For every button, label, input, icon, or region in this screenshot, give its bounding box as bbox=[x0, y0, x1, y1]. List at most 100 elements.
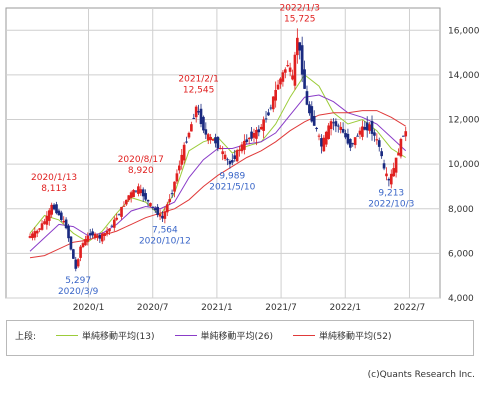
x-tick-label: 2020/1 bbox=[73, 303, 105, 313]
y-axis-ticks: 16,000 14,000 12,000 10,000 8,000 6,000 4,000 bbox=[448, 26, 480, 304]
candle-body bbox=[250, 131, 253, 139]
candle-body bbox=[137, 186, 140, 194]
candle-body bbox=[211, 139, 215, 141]
candle-body bbox=[361, 126, 364, 137]
y-tick-label: 14,000 bbox=[448, 71, 480, 81]
candle-body bbox=[238, 149, 241, 151]
candlesticks bbox=[28, 28, 408, 272]
candle-body bbox=[245, 139, 249, 142]
candle-body bbox=[180, 154, 184, 165]
candle-body bbox=[108, 228, 111, 232]
candle-body bbox=[192, 117, 196, 119]
candle-body bbox=[47, 210, 51, 221]
legend-label-ma52: 単純移動平均(52) bbox=[319, 332, 392, 342]
candle-body bbox=[76, 259, 80, 267]
high-annotation: 2021/2/1 bbox=[178, 74, 218, 84]
candle-body bbox=[175, 173, 179, 182]
stock-chart: 16,00014,00012,00010,0008,0006,0004,000 … bbox=[5, 3, 480, 313]
candle-body bbox=[370, 120, 374, 134]
candle-body bbox=[329, 121, 333, 130]
candle-body bbox=[115, 217, 119, 220]
candle-body bbox=[35, 230, 39, 234]
high-annotation: 15,725 bbox=[284, 14, 316, 24]
candle-body bbox=[349, 139, 352, 148]
candle-body bbox=[129, 192, 133, 198]
candle-body bbox=[394, 157, 398, 173]
x-tick-label: 2021/1 bbox=[201, 303, 233, 313]
candle-body bbox=[235, 150, 239, 162]
candle-body bbox=[279, 78, 282, 85]
candle-body bbox=[365, 122, 369, 131]
candle-body bbox=[202, 116, 205, 131]
candle-body bbox=[375, 139, 379, 141]
candle-body bbox=[283, 69, 287, 73]
candle-body bbox=[209, 136, 212, 140]
candle-body bbox=[134, 190, 138, 192]
candle-body bbox=[156, 206, 159, 216]
candle-body bbox=[276, 84, 280, 90]
candle-body bbox=[178, 165, 181, 171]
candle-body bbox=[226, 159, 229, 161]
candle-body bbox=[31, 233, 34, 239]
y-tick-label: 12,000 bbox=[448, 116, 480, 126]
candle-body bbox=[67, 225, 70, 239]
candle-body bbox=[28, 236, 32, 238]
candle-body bbox=[52, 204, 56, 210]
candle-body bbox=[55, 204, 58, 214]
candle-body bbox=[399, 138, 403, 157]
candle-body bbox=[385, 173, 388, 177]
candle-body bbox=[332, 122, 335, 124]
candle-body bbox=[247, 137, 251, 140]
candle-body bbox=[324, 131, 328, 145]
low-annotation: 9,989 bbox=[219, 171, 245, 181]
candle-body bbox=[293, 54, 297, 86]
low-annotation: 9,213 bbox=[378, 189, 404, 199]
candle-body bbox=[139, 189, 143, 194]
candle-body bbox=[259, 126, 263, 130]
candle-body bbox=[120, 206, 123, 217]
candle-body bbox=[262, 119, 265, 131]
candle-body bbox=[353, 137, 357, 146]
candle-body bbox=[240, 144, 244, 152]
candle-body bbox=[45, 215, 49, 225]
legend-label-ma13: 単純移動平均(13) bbox=[82, 332, 155, 342]
candle-body bbox=[72, 249, 75, 259]
candle-body bbox=[404, 131, 408, 137]
y-tick-label: 16,000 bbox=[448, 26, 480, 36]
candle-body bbox=[216, 136, 220, 149]
candle-body bbox=[298, 42, 302, 51]
candle-body bbox=[392, 168, 396, 177]
candle-body bbox=[310, 106, 314, 122]
candle-body bbox=[274, 89, 277, 101]
x-tick-label: 2021/7 bbox=[265, 303, 297, 313]
candle-body bbox=[387, 178, 391, 181]
candle-body bbox=[336, 125, 340, 127]
candle-body bbox=[40, 223, 44, 230]
y-tick-label: 4,000 bbox=[448, 294, 474, 304]
candle-body bbox=[380, 151, 383, 157]
candle-body bbox=[93, 233, 97, 239]
candle-body bbox=[127, 195, 131, 200]
candle-body bbox=[288, 67, 292, 72]
candle-body bbox=[168, 199, 172, 203]
candle-body bbox=[151, 206, 155, 208]
low-annotation: 2020/10/12 bbox=[139, 236, 191, 246]
candle-body bbox=[218, 147, 222, 150]
candle-body bbox=[38, 228, 41, 230]
candle-body bbox=[86, 235, 90, 242]
candle-body bbox=[197, 111, 200, 113]
candle-body bbox=[397, 152, 400, 156]
candle-body bbox=[96, 235, 99, 238]
candle-body bbox=[341, 128, 345, 133]
candle-body bbox=[141, 189, 145, 197]
candle-body bbox=[125, 199, 128, 205]
candle-body bbox=[33, 231, 37, 238]
legend-item-ma26: 単純移動平均(26) bbox=[174, 329, 274, 342]
candle-body bbox=[214, 137, 217, 144]
candle-body bbox=[382, 163, 386, 169]
candle-body bbox=[64, 219, 68, 229]
high-annotation: 8,920 bbox=[128, 166, 154, 176]
candle-body bbox=[163, 211, 167, 219]
legend-label-ma26: 単純移動平均(26) bbox=[200, 332, 274, 342]
candle-body bbox=[112, 219, 116, 228]
